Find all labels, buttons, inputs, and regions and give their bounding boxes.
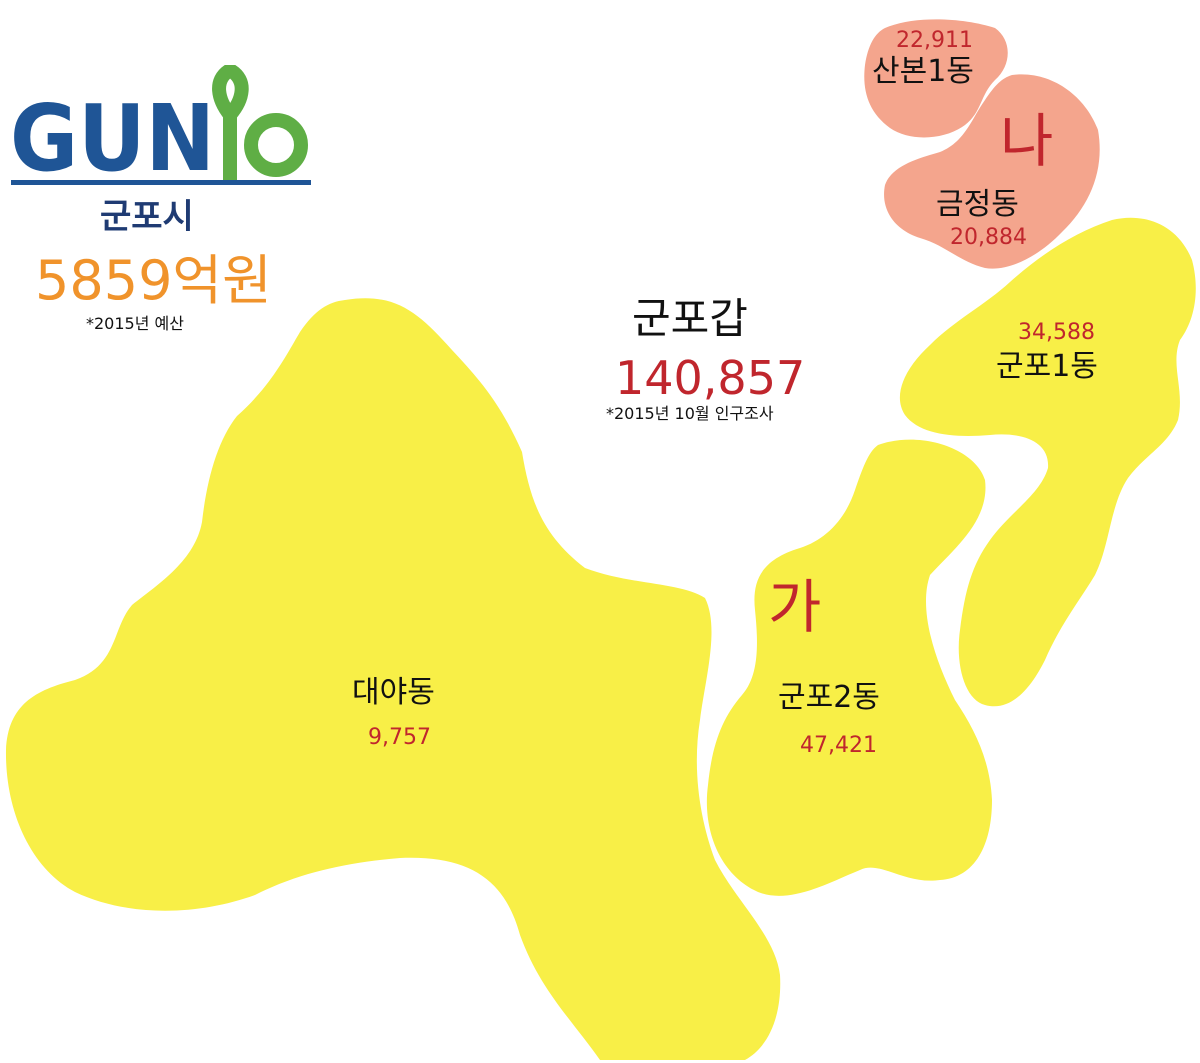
region-label-sanbon1-name: 산본1동 (872, 54, 974, 89)
logo-o-icon (244, 113, 308, 177)
region-label-gunpo1-population: 34,588 (1018, 320, 1095, 345)
summary-population: 140,857 (615, 351, 806, 405)
leaf-icon (212, 65, 249, 185)
region-sanbon1[interactable] (864, 19, 1008, 138)
city-name: 군포시 (100, 197, 194, 237)
region-gunpo2[interactable] (706, 439, 992, 896)
city-budget: 5859억원 (35, 249, 272, 312)
summary-name: 군포갑 (632, 294, 748, 343)
district-ga: 가 (768, 573, 822, 641)
budget-note: *2015년 예산 (86, 314, 184, 333)
region-label-sanbon1-population: 22,911 (896, 28, 973, 53)
logo-underline (11, 180, 311, 185)
region-label-gunpo2-name: 군포2동 (778, 680, 880, 715)
region-label-daeya-population: 9,757 (368, 725, 431, 750)
region-daeya[interactable] (5, 298, 781, 1060)
logo-gun: GUN (10, 85, 215, 190)
region-label-geumjeong-name: 금정동 (936, 187, 1019, 222)
region-gunpo1[interactable] (899, 217, 1196, 707)
summary-note: *2015년 10월 인구조사 (606, 404, 774, 423)
region-label-gunpo1-name: 군포1동 (996, 349, 1098, 384)
region-geumjeong[interactable] (884, 74, 1100, 269)
region-label-gunpo2-population: 47,421 (800, 733, 877, 758)
region-label-daeya-name: 대야동 (352, 675, 435, 710)
district-na: 나 (1000, 107, 1054, 175)
gunpo-logo: GUN PO (10, 65, 311, 190)
region-label-geumjeong-population: 20,884 (950, 225, 1027, 250)
